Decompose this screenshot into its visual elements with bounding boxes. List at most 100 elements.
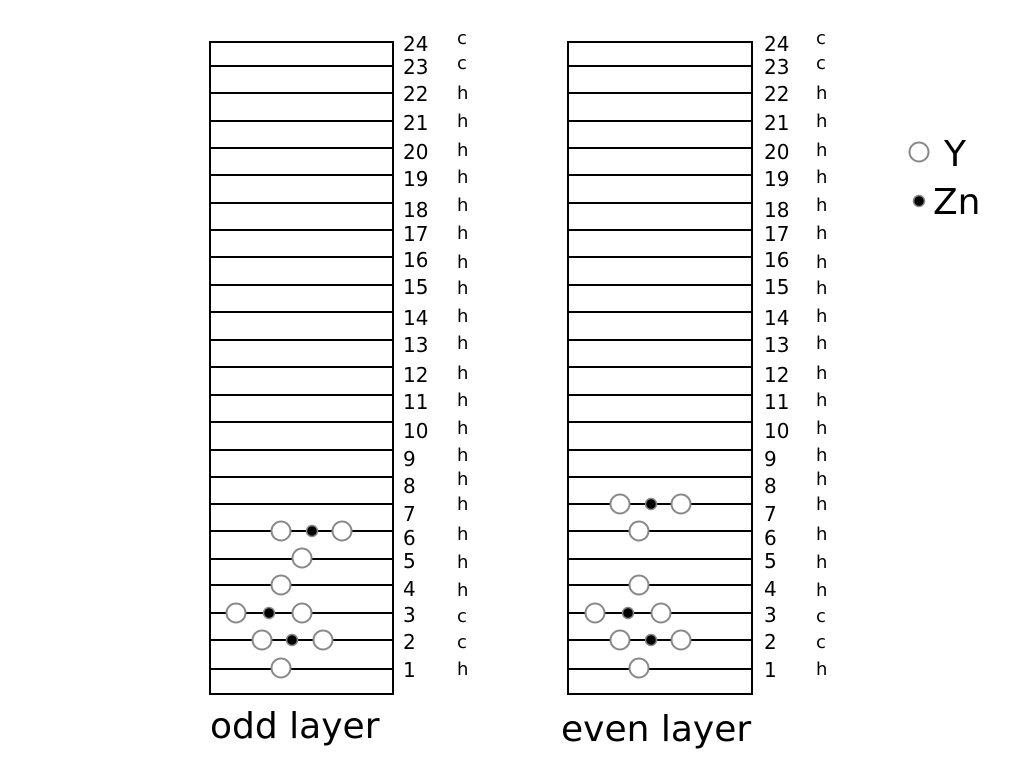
y-atom [270,574,292,596]
atom-cluster-layer-5 [291,547,313,569]
y-atom [225,602,247,624]
layer-number: 3 [764,603,777,627]
layer-number: 7 [764,502,777,526]
layer-number: 21 [403,111,428,135]
layer-number: 17 [403,222,428,246]
layer-number: 2 [403,630,416,654]
stacking-label: h [816,223,827,244]
stacking-label: h [457,140,468,161]
layer-number: 9 [403,447,416,471]
stacking-label: h [457,167,468,188]
stacking-label: h [457,333,468,354]
panel-caption: odd layer [210,706,380,747]
layer-number: 6 [403,526,416,550]
panel-caption: even layer [561,709,751,750]
stacking-label: c [457,28,467,49]
y-atom [628,574,650,596]
layer-number: 4 [403,577,416,601]
layer-number: 12 [764,363,789,387]
y-atom [609,629,631,651]
stacking-label: h [457,469,468,490]
layer-number: 18 [764,198,789,222]
stacking-label: h [816,580,827,601]
stacking-label: h [816,494,827,515]
stacking-label: h [816,524,827,545]
layer-number: 12 [403,363,428,387]
stacking-label: h [816,167,827,188]
layer-number: 18 [403,198,428,222]
y-atom [650,602,672,624]
stacking-label: c [457,632,467,653]
stacking-label: h [816,659,827,680]
atom-cluster-layer-3 [225,602,313,624]
stacking-label: h [816,469,827,490]
stacking-label: h [816,390,827,411]
stacking-label: c [816,53,826,74]
stacking-label: h [816,333,827,354]
stacking-label: h [457,252,468,273]
zn-atom [262,606,276,620]
layer-number: 20 [764,140,789,164]
layer-number: 15 [403,275,428,299]
y-atom [291,547,313,569]
layer-number: 22 [403,82,428,106]
stacking-label: h [457,195,468,216]
atom-cluster-layer-6 [270,520,353,542]
layer-number: 19 [403,167,428,191]
stacking-label: h [457,223,468,244]
atom-cluster-layer-1 [628,657,650,679]
atom-cluster-layer-2 [251,629,334,651]
stacking-label: h [457,494,468,515]
layer-number: 6 [764,526,777,550]
layer-number: 5 [403,549,416,573]
stacking-label: h [457,363,468,384]
layer-number: 20 [403,140,428,164]
layer-number: 22 [764,82,789,106]
layer-number: 10 [764,419,789,443]
stacking-label: h [816,140,827,161]
panels: 1 h2 c3 c4 h5 h6 h7 h8 h9 h10 h11 h12 h13 h14 h15 h16 h1… [209,28,827,750]
stacking-label: h [816,111,827,132]
y-atom [584,602,606,624]
stacking-label: c [816,606,826,627]
stacking-label: h [457,524,468,545]
zn-atom [644,633,658,647]
stacking-label: h [457,306,468,327]
y-atom [251,629,273,651]
stacking-label: h [457,580,468,601]
atom-cluster-layer-4 [628,574,650,596]
stacking-label: c [816,632,826,653]
layer-number: 24 [764,32,789,56]
layer-number: 10 [403,419,428,443]
layer-number: 13 [764,333,789,357]
zn-atom-legend-icon [912,194,926,208]
atom-cluster-layer-6 [628,520,650,542]
atom-cluster-layer-1 [270,657,292,679]
stacking-label: h [816,445,827,466]
stacking-label: h [816,83,827,104]
zn-atom [305,524,319,538]
layer-number: 16 [403,248,428,272]
atom-cluster-layer-2 [609,629,692,651]
layer-number: 5 [764,549,777,573]
zn-atom [644,497,658,511]
layer-number: 9 [764,447,777,471]
layer-number: 15 [764,275,789,299]
stacking-label: h [457,111,468,132]
layer-number: 11 [764,390,789,414]
stacking-label: h [457,83,468,104]
layer-number: 19 [764,167,789,191]
legend-zn-label: Zn [933,182,980,223]
stacking-label: h [816,363,827,384]
atom-cluster-layer-3 [584,602,672,624]
layer-number: 23 [403,55,428,79]
layer-number: 13 [403,333,428,357]
layer-number: 14 [403,306,428,330]
layer-number: 21 [764,111,789,135]
layer-number: 7 [403,502,416,526]
stacking-label: h [457,659,468,680]
y-atom [312,629,334,651]
stacking-label: h [816,418,827,439]
layer-number: 1 [764,658,777,682]
